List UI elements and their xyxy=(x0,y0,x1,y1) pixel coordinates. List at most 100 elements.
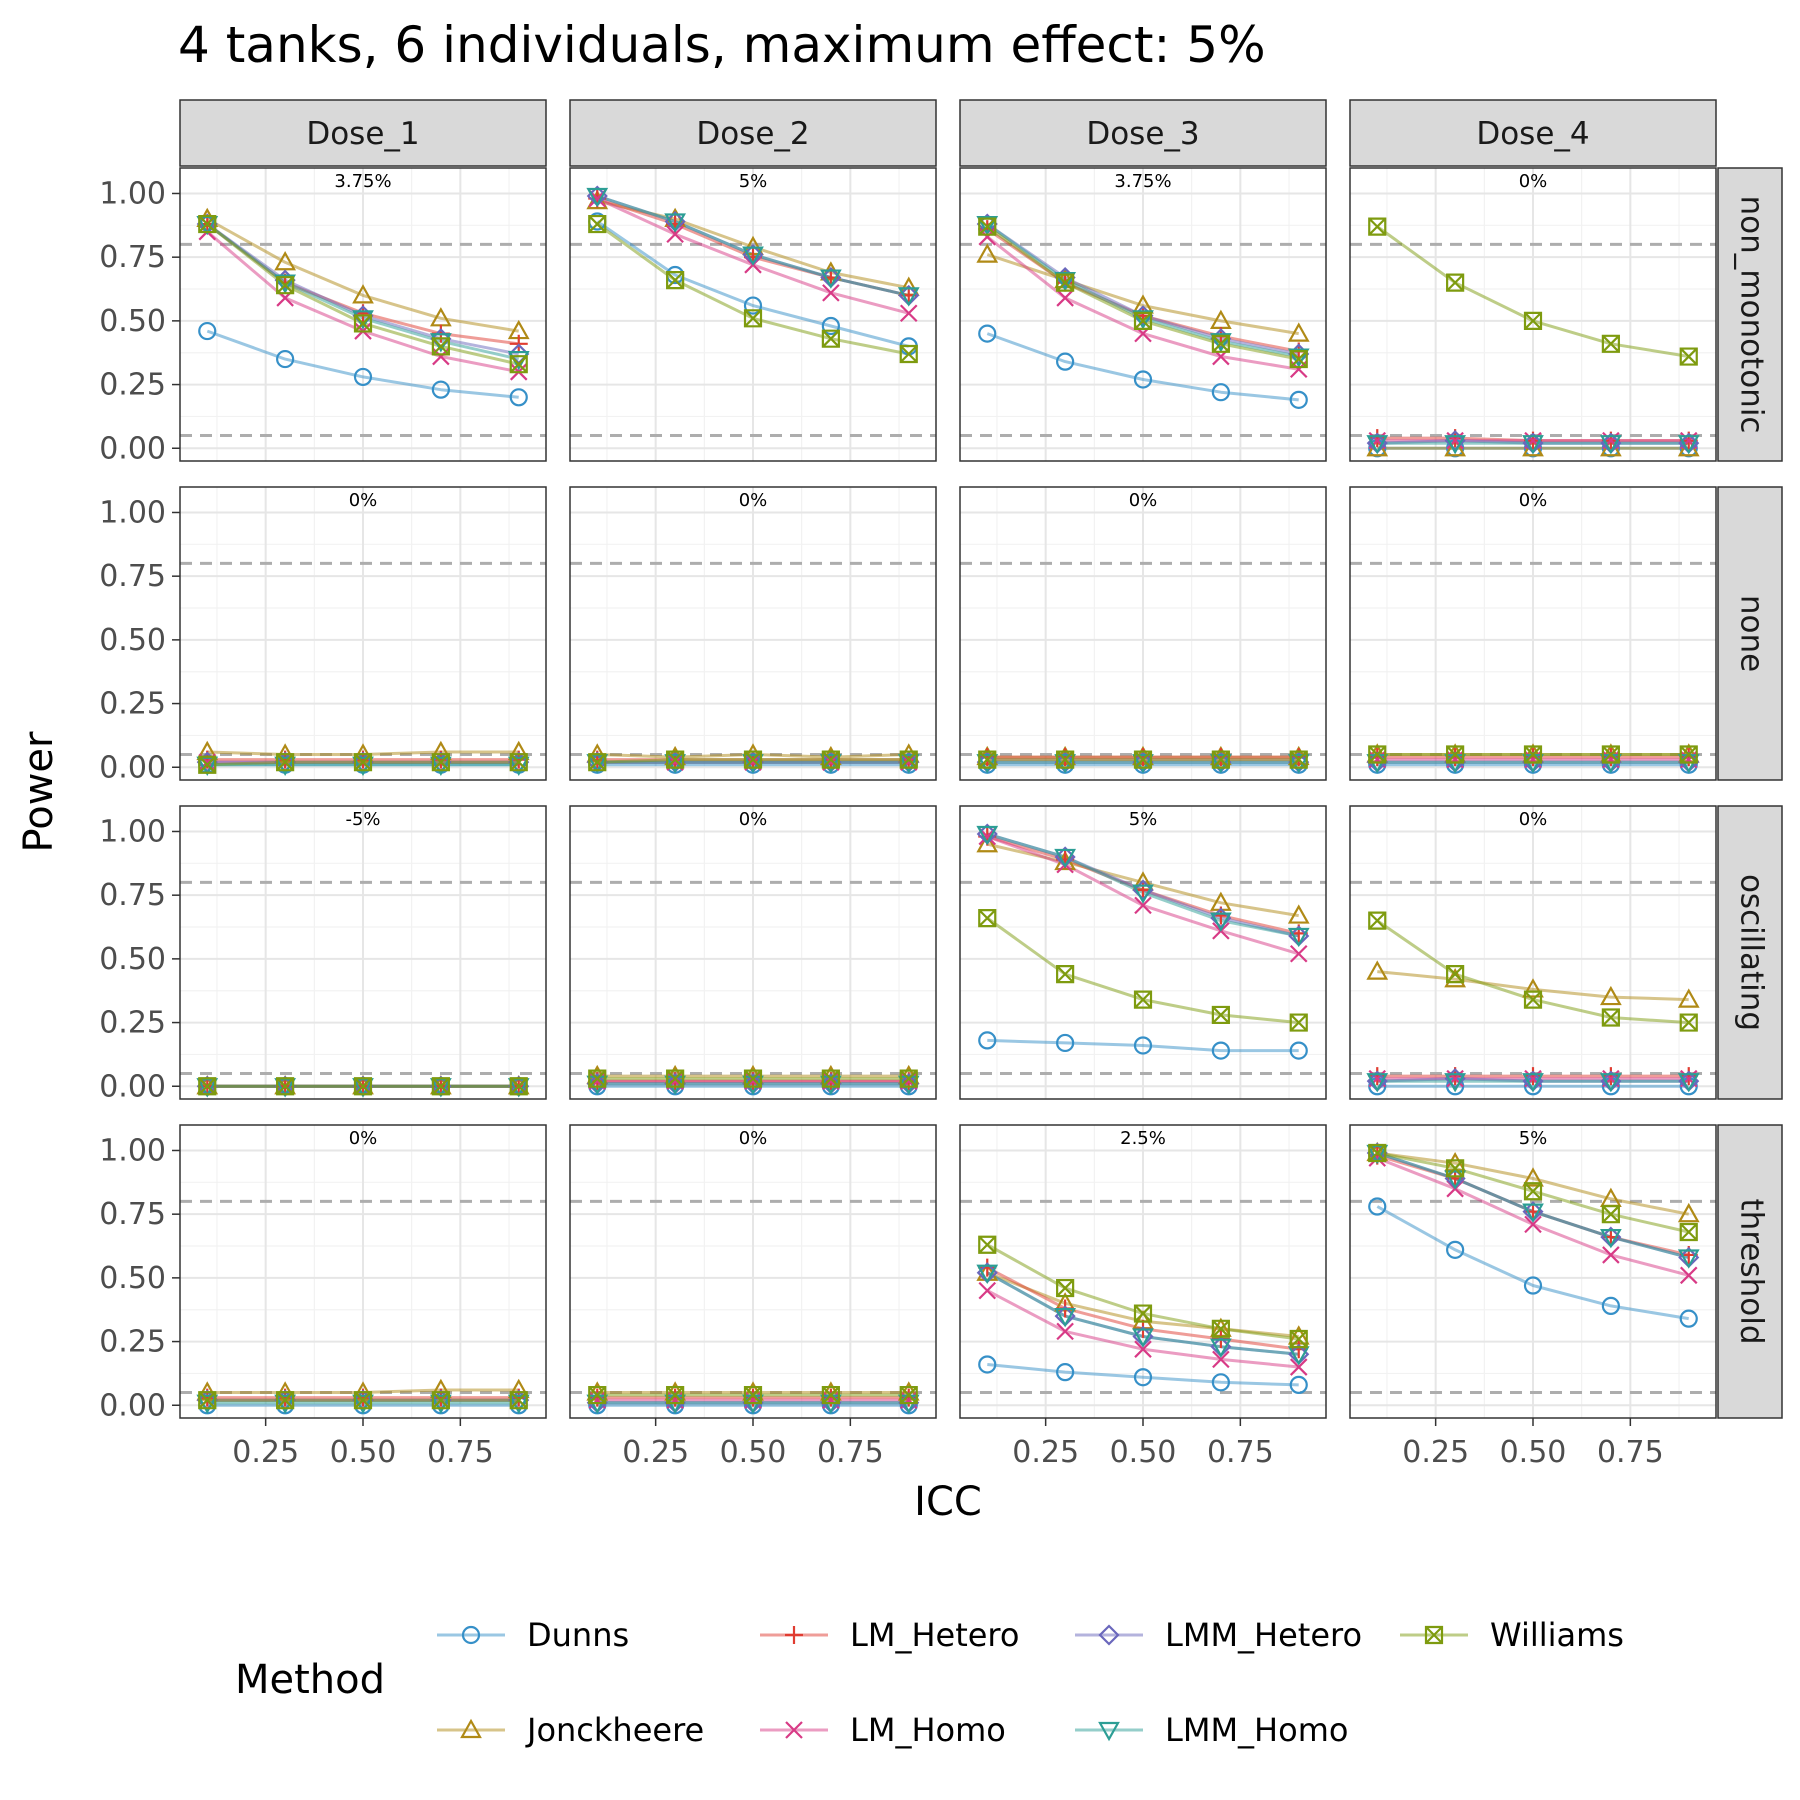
x-axis-title: ICC xyxy=(914,1479,982,1525)
data-point xyxy=(1677,1202,1700,1223)
panel-annotation: 0% xyxy=(739,490,768,511)
data-point xyxy=(666,271,685,290)
gridlines xyxy=(180,487,546,780)
panel-annotation: 0% xyxy=(1519,490,1548,511)
panel: 0% xyxy=(569,805,937,1100)
data-point xyxy=(1133,1304,1153,1323)
column-strip-background xyxy=(179,99,547,167)
data-point xyxy=(1054,848,1077,869)
row-strip-background xyxy=(1717,167,1783,462)
data-point xyxy=(1679,1309,1698,1328)
y-tick-label: 0.75 xyxy=(99,1197,166,1232)
data-point xyxy=(1211,1041,1230,1060)
data-point xyxy=(353,1391,373,1410)
data-point xyxy=(198,321,217,341)
data-point xyxy=(198,214,217,234)
y-tick-label: 0.25 xyxy=(99,1006,166,1041)
data-point xyxy=(1211,750,1230,769)
data-point xyxy=(431,380,450,399)
legend: Method Dunns Jonckheere LM_Hetero LM_Homo LM… xyxy=(235,1616,1624,1749)
y-tick-label: 0.00 xyxy=(99,750,166,785)
y-axis: 0.00 0.25 0.50 0.75 1.00 xyxy=(99,495,180,785)
data-point xyxy=(821,1069,840,1088)
legend-key-marker xyxy=(1424,1625,1444,1645)
data-point xyxy=(1446,745,1465,764)
data-point xyxy=(588,753,607,772)
data-point xyxy=(1132,1328,1154,1348)
column-strip-label: Dose_1 xyxy=(306,116,419,152)
y-tick-label: 0.50 xyxy=(99,942,166,977)
data-point xyxy=(1287,904,1310,924)
data-point xyxy=(1211,334,1230,353)
data-point xyxy=(586,1075,609,1095)
x-tick-label: 0.25 xyxy=(232,1435,299,1470)
y-axis-title: Power xyxy=(16,731,62,852)
panel-border xyxy=(179,805,547,1100)
data-point xyxy=(1601,1296,1620,1315)
panel: 2.5% xyxy=(959,1124,1327,1419)
data-point xyxy=(976,243,999,263)
gridlines xyxy=(960,168,1326,461)
data-point xyxy=(1289,1013,1308,1032)
x-tick-label: 0.50 xyxy=(1110,1435,1177,1470)
column-strip-label: Dose_4 xyxy=(1476,116,1589,152)
y-tick-label: 0.50 xyxy=(99,1261,166,1296)
panel: 0% xyxy=(569,486,937,781)
data-point xyxy=(1523,1182,1543,1201)
data-point xyxy=(1444,435,1467,455)
x-tick-label: 0.75 xyxy=(1597,1435,1664,1470)
x-tick-label: 0.25 xyxy=(622,1435,689,1470)
data-point xyxy=(353,1077,373,1096)
panel-border xyxy=(959,167,1327,462)
data-point xyxy=(1056,352,1075,371)
legend-label: Jonckheere xyxy=(525,1711,704,1749)
data-point xyxy=(1679,1013,1698,1032)
row-strip-label: non_monotonic xyxy=(1734,196,1770,434)
panel-border xyxy=(569,486,937,781)
data-point xyxy=(1133,311,1153,330)
panel-annotation: 0% xyxy=(349,1128,378,1149)
column-strip-background xyxy=(1349,99,1717,167)
y-tick-label: 0.25 xyxy=(99,368,166,403)
data-point xyxy=(664,1075,687,1095)
data-point xyxy=(431,753,450,772)
data-point xyxy=(1211,1319,1230,1338)
legend-item: Williams xyxy=(1400,1616,1624,1654)
data-point xyxy=(431,337,450,356)
legend-key-marker xyxy=(785,1721,803,1739)
series-line xyxy=(206,329,519,399)
panel-border xyxy=(959,805,1327,1100)
data-point xyxy=(976,825,999,846)
legend-item: LM_Hetero xyxy=(760,1616,1019,1654)
data-point xyxy=(976,215,999,236)
data-point xyxy=(1444,430,1466,452)
data-point xyxy=(822,284,840,302)
panel-border xyxy=(1349,167,1717,462)
data-point xyxy=(976,1264,999,1285)
data-point xyxy=(1054,1307,1077,1328)
data-point xyxy=(899,1069,918,1088)
data-point xyxy=(1056,1033,1075,1053)
panel-annotation: -5% xyxy=(345,809,380,830)
data-point xyxy=(1368,1067,1387,1086)
panel-annotation: 3.75% xyxy=(1114,171,1171,192)
legend-label: LM_Homo xyxy=(850,1711,1006,1749)
data-point xyxy=(1289,1329,1308,1349)
gridlines xyxy=(1350,487,1716,780)
data-point xyxy=(978,1281,997,1300)
data-point xyxy=(1446,965,1465,984)
legend-label: LM_Hetero xyxy=(850,1616,1019,1654)
data-point xyxy=(588,1385,607,1405)
data-point xyxy=(742,246,764,266)
data-point xyxy=(1679,1067,1698,1086)
data-point xyxy=(978,1235,997,1254)
x-tick-label: 0.50 xyxy=(330,1435,397,1470)
data-point xyxy=(1289,944,1308,963)
data-point xyxy=(1210,907,1232,929)
legend-item: Dunns xyxy=(437,1616,629,1654)
data-point xyxy=(1601,1067,1620,1086)
data-point xyxy=(742,1075,764,1095)
data-point xyxy=(1211,1373,1230,1392)
data-point xyxy=(1287,322,1310,342)
data-point xyxy=(1523,990,1543,1009)
